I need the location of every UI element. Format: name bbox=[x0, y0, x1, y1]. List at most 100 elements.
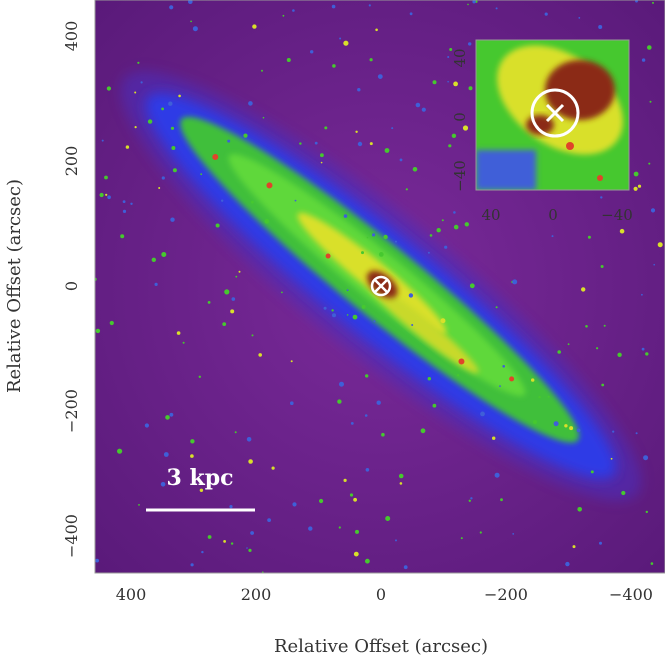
field-star bbox=[190, 563, 194, 567]
field-star bbox=[95, 328, 101, 334]
field-star bbox=[403, 565, 408, 570]
field-star bbox=[171, 146, 176, 150]
field-star bbox=[645, 352, 649, 356]
field-star bbox=[261, 69, 263, 72]
field-star bbox=[251, 200, 254, 204]
field-star bbox=[243, 133, 248, 138]
field-star bbox=[415, 102, 421, 108]
inset-blue-patch bbox=[476, 150, 536, 190]
field-star bbox=[215, 223, 220, 228]
inset-y-tick-label: 0 bbox=[451, 112, 469, 122]
field-star bbox=[320, 153, 324, 158]
cross-marker-icon bbox=[545, 103, 565, 123]
inset-x-tick-label: 0 bbox=[548, 206, 558, 224]
field-star bbox=[650, 208, 656, 213]
hii-knot bbox=[266, 182, 273, 189]
field-star bbox=[633, 186, 638, 191]
field-star bbox=[409, 12, 413, 16]
field-star bbox=[207, 301, 211, 304]
field-star bbox=[441, 219, 444, 222]
field-star bbox=[117, 448, 123, 454]
field-star bbox=[199, 488, 204, 492]
field-star bbox=[251, 334, 254, 337]
field-star bbox=[188, 0, 193, 4]
field-star bbox=[200, 173, 203, 176]
field-star bbox=[572, 545, 576, 549]
field-star bbox=[587, 235, 591, 239]
field-star bbox=[649, 100, 652, 103]
field-star bbox=[581, 287, 586, 292]
field-star bbox=[457, 374, 460, 377]
field-star bbox=[378, 252, 384, 257]
field-star bbox=[122, 200, 126, 204]
field-star bbox=[161, 107, 165, 111]
scale-bar-label: 3 kpc bbox=[167, 465, 234, 491]
field-star bbox=[648, 162, 651, 165]
field-star bbox=[421, 107, 426, 112]
field-star bbox=[331, 309, 334, 312]
field-star bbox=[492, 436, 496, 440]
field-star bbox=[557, 350, 561, 354]
field-star bbox=[190, 20, 193, 23]
field-star bbox=[319, 498, 324, 504]
inset-frame bbox=[475, 39, 630, 191]
field-star bbox=[248, 548, 252, 553]
cross-marker-icon bbox=[374, 279, 388, 293]
field-star bbox=[598, 25, 603, 29]
field-star bbox=[320, 161, 323, 164]
field-star bbox=[468, 499, 471, 502]
field-star bbox=[323, 306, 327, 310]
field-star bbox=[578, 17, 581, 19]
field-star bbox=[271, 466, 275, 470]
field-star bbox=[343, 478, 347, 482]
y-tick-label: 400 bbox=[62, 21, 81, 52]
field-star bbox=[161, 176, 165, 180]
field-star bbox=[140, 81, 143, 84]
field-star bbox=[565, 561, 570, 567]
field-star bbox=[230, 309, 235, 314]
field-star bbox=[182, 341, 185, 344]
field-star bbox=[227, 139, 231, 143]
field-star bbox=[230, 542, 234, 545]
field-star bbox=[447, 80, 449, 83]
field-star bbox=[479, 531, 482, 534]
field-star bbox=[576, 428, 581, 433]
x-tick-label: 400 bbox=[116, 585, 147, 604]
field-star bbox=[601, 383, 605, 387]
circle-marker-icon bbox=[530, 88, 580, 138]
field-star bbox=[338, 526, 341, 529]
field-star bbox=[355, 130, 358, 133]
field-star bbox=[137, 61, 140, 64]
field-star bbox=[105, 193, 108, 196]
field-star bbox=[384, 148, 390, 153]
field-star bbox=[168, 101, 173, 106]
field-star bbox=[385, 516, 391, 521]
field-star bbox=[547, 395, 550, 398]
field-star bbox=[95, 558, 99, 563]
field-star bbox=[612, 430, 615, 433]
field-star bbox=[165, 415, 170, 420]
field-star bbox=[617, 352, 622, 357]
main-frame bbox=[94, 0, 665, 574]
hii-knot bbox=[509, 376, 515, 382]
field-star bbox=[349, 493, 354, 497]
field-star bbox=[567, 343, 570, 346]
field-star bbox=[246, 547, 248, 549]
field-star bbox=[267, 518, 271, 522]
field-star bbox=[343, 214, 348, 218]
field-star bbox=[299, 142, 302, 145]
field-star bbox=[462, 125, 469, 131]
field-star bbox=[290, 360, 293, 363]
field-stars bbox=[95, 0, 663, 573]
y-tick-label: −400 bbox=[62, 514, 81, 558]
main-y-ticks: 400 200 0 −200 −400 bbox=[62, 21, 81, 558]
field-star bbox=[420, 428, 426, 434]
field-star bbox=[106, 86, 111, 91]
field-star bbox=[158, 187, 161, 189]
y-tick-label: −200 bbox=[62, 389, 81, 433]
field-star bbox=[222, 322, 227, 326]
field-star bbox=[499, 385, 501, 387]
field-star bbox=[366, 236, 369, 239]
field-star bbox=[375, 28, 378, 32]
